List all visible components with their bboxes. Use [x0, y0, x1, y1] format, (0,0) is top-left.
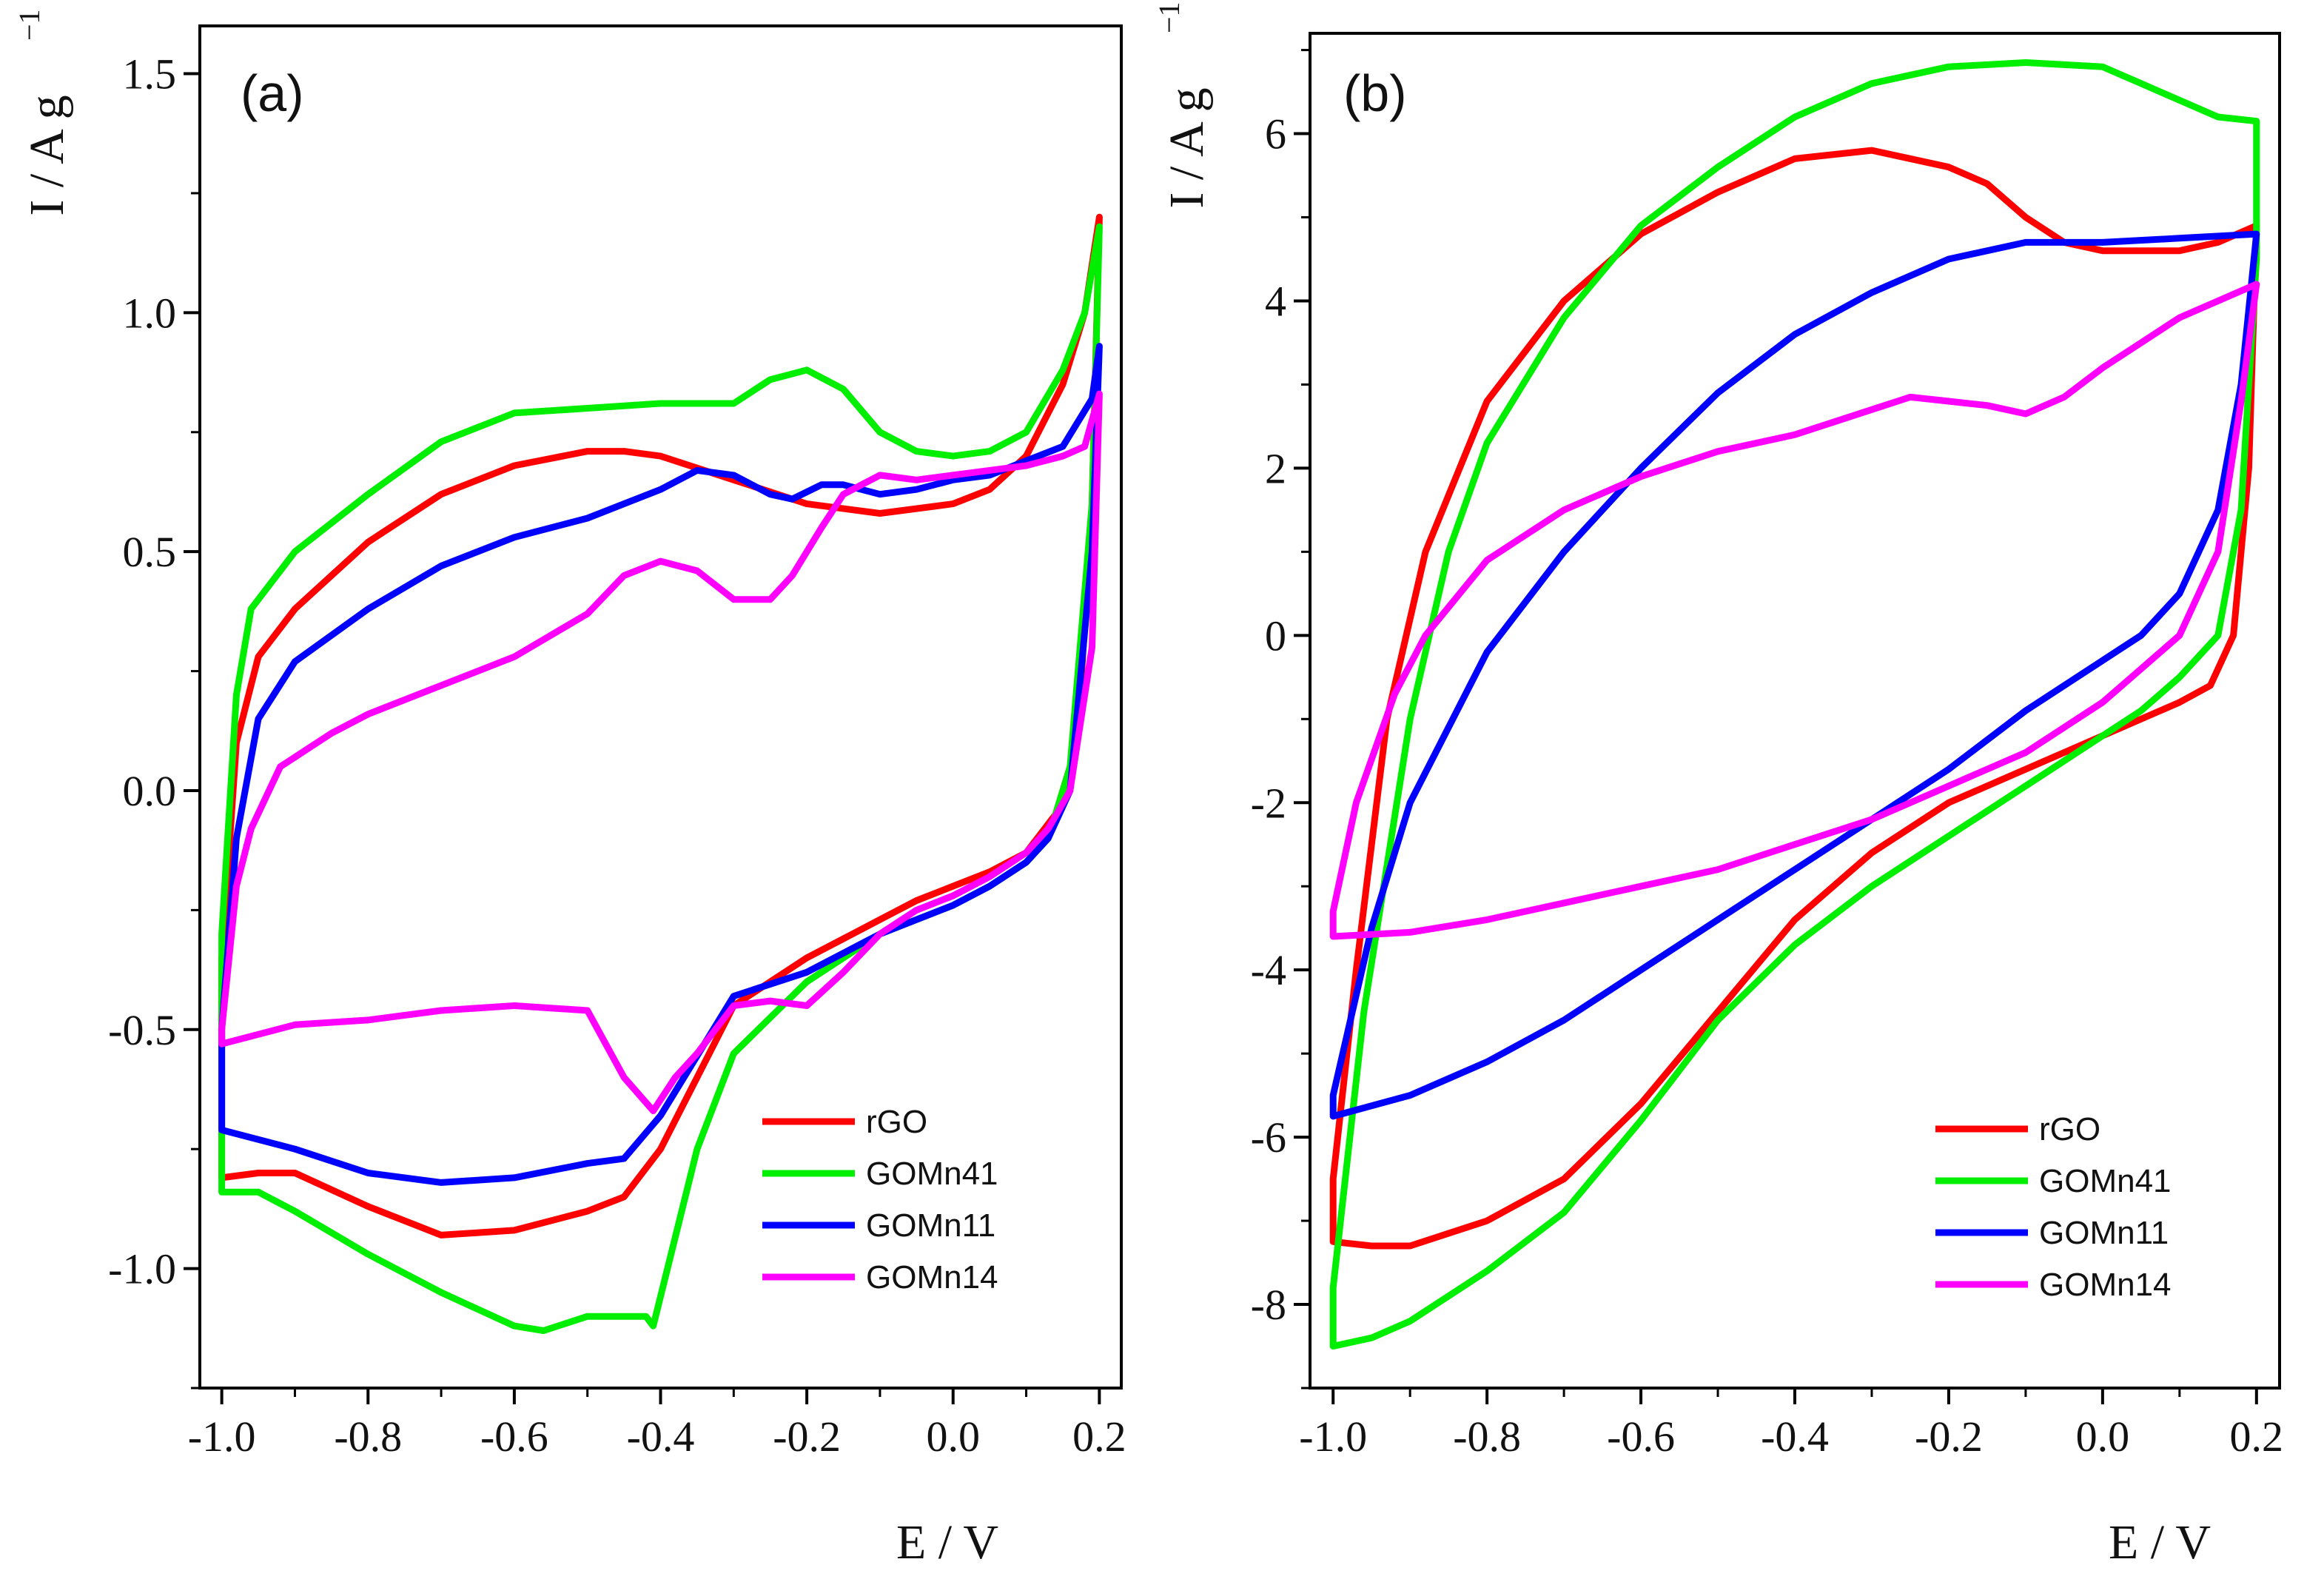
y-tick-label: 2	[1265, 444, 1286, 492]
x-tick-label: 0.0	[926, 1412, 980, 1461]
legend-label-gomn41: GOMn41	[866, 1156, 998, 1192]
y-tick-label: 0.5	[123, 528, 177, 576]
x-tick-label: -0.6	[480, 1412, 548, 1461]
y-tick-label: 0.0	[123, 767, 177, 815]
x-tick-label: -0.6	[1607, 1412, 1675, 1461]
legend: rGO GOMn41 GOMn11 GOMn14	[762, 1104, 998, 1296]
y-tick-label: 4	[1265, 277, 1286, 325]
x-tick-label: 0.2	[1072, 1412, 1126, 1461]
y-axis-label-group: I / A g −1	[1152, 1, 1214, 208]
y-axis-label: I / A g	[20, 95, 74, 215]
y-axis-label-superscript: −1	[1152, 1, 1186, 33]
y-tick-label: -8	[1251, 1281, 1286, 1329]
series-line-rgo	[1329, 147, 2260, 1250]
series-line-gomn14	[218, 390, 1103, 1114]
y-tick-label: -6	[1251, 1113, 1286, 1162]
x-axis-label: E / V	[896, 1515, 998, 1569]
y-axis-label-superscript: −1	[13, 9, 46, 41]
series-line-gomn41	[1329, 59, 2260, 1350]
series-line-gomn11	[1329, 230, 2260, 1120]
legend-label-gomn11: GOMn11	[2039, 1215, 2169, 1251]
x-tick-label: 0.0	[2076, 1412, 2130, 1461]
y-tick-label: 6	[1265, 110, 1286, 158]
series-line-gomn14	[1329, 281, 2260, 940]
x-tick-label: 0.2	[2230, 1412, 2284, 1461]
y-tick-label: -1.0	[108, 1245, 176, 1293]
panel-label: (b)	[1343, 64, 1407, 122]
legend-label-rgo: rGO	[866, 1104, 927, 1140]
series-line-rgo	[218, 213, 1103, 1239]
legend-label-gomn41: GOMn41	[2039, 1163, 2172, 1199]
y-tick-label: 0	[1265, 611, 1286, 660]
legend-label-gomn11: GOMn11	[866, 1207, 995, 1244]
legend-label-rgo: rGO	[2039, 1111, 2100, 1147]
panel-b: -1.0 -0.8 -0.6 -0.4 -0.2 0.0 0.2 -8 -6 -4 -2 0 2 4 6 (b…	[1152, 1, 2283, 1569]
x-tick-label: -1.0	[188, 1412, 256, 1461]
x-tick-label: -1.0	[1299, 1412, 1367, 1461]
legend-label-gomn14: GOMn14	[866, 1259, 998, 1296]
series-line-gomn11	[218, 343, 1103, 1186]
legend: rGO GOMn41 GOMn11 GOMn14	[1935, 1111, 2172, 1303]
panel-a: -1.0 -0.8 -0.6 -0.4 -0.2 0.0 0.2 -1.0 -0.5 0.0 0.5…	[13, 9, 1126, 1569]
x-tick-label: -0.8	[334, 1412, 402, 1461]
y-tick-label: 1.0	[123, 289, 177, 337]
panel-label: (a)	[241, 64, 304, 122]
y-axis-label: I / A g	[1160, 87, 1214, 208]
y-axis-label-group: I / A g −1	[13, 9, 74, 215]
y-tick-label: 1.5	[123, 50, 177, 98]
x-tick-label: -0.2	[1915, 1412, 1983, 1461]
x-tick-label: -0.4	[627, 1412, 695, 1461]
y-tick-label: -0.5	[108, 1006, 176, 1054]
y-tick-label: -2	[1251, 779, 1286, 827]
x-tick-label: -0.4	[1761, 1412, 1829, 1461]
legend-label-gomn14: GOMn14	[2039, 1267, 2172, 1303]
x-tick-label: -0.8	[1453, 1412, 1521, 1461]
x-axis-label: E / V	[2109, 1515, 2211, 1569]
x-tick-label: -0.2	[773, 1412, 841, 1461]
y-tick-label: -4	[1251, 946, 1286, 994]
